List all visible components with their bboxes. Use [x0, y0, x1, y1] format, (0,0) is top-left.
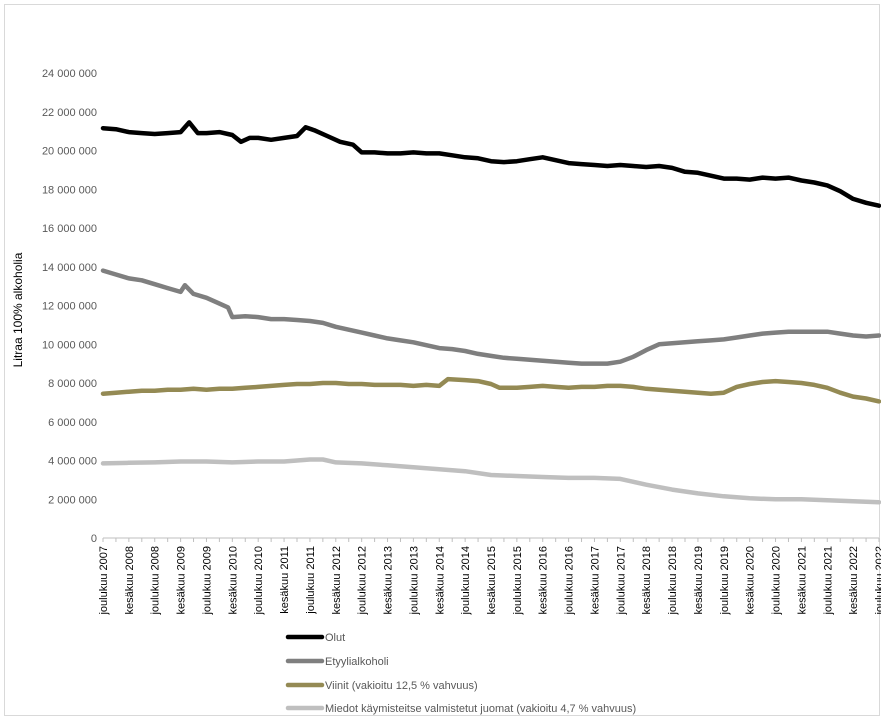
- x-tick-label: joulukuu 2016: [564, 546, 576, 616]
- legend-label: Miedot käymisteitse valmistetut juomat (…: [325, 703, 636, 715]
- x-tick-label: kesäkuu 2013: [383, 546, 395, 615]
- series-line-2: [100, 376, 882, 404]
- x-tick-label: joulukuu 2022: [874, 546, 881, 616]
- y-tick-label: 2 000 000: [48, 494, 97, 506]
- x-tick-label: kesäkuu 2008: [124, 546, 136, 615]
- x-tick-label: joulukuu 2008: [150, 546, 162, 616]
- x-tick-label: kesäkuu 2014: [434, 546, 446, 615]
- x-tick-label: joulukuu 2009: [201, 546, 213, 616]
- series-lines: [100, 120, 882, 505]
- x-tick-label: kesäkuu 2012: [331, 546, 343, 615]
- x-tick-label: joulukuu 2010: [253, 546, 265, 616]
- y-tick-label: 10 000 000: [42, 339, 97, 351]
- y-axis: 0 2 000 000 4 000 000 6 000 000 8 000 000 10 …: [42, 68, 97, 545]
- x-tick-label: joulukuu 2019: [719, 546, 731, 616]
- x-tick-label: kesäkuu 2020: [745, 546, 757, 615]
- x-axis: joulukuu 2007 kesäkuu 2008 joulukuu 2008 ke…: [98, 537, 885, 616]
- x-tick-label: kesäkuu 2011: [279, 546, 291, 614]
- x-tick-label: joulukuu 2021: [822, 546, 834, 616]
- x-tick-label: kesäkuu 2016: [538, 546, 550, 615]
- x-tick-label: joulukuu 2007: [98, 546, 110, 616]
- y-tick-label: 16 000 000: [42, 223, 97, 235]
- legend-label: Viinit (vakioitu 12,5 % vahvuus): [325, 680, 478, 692]
- y-tick-label: 12 000 000: [42, 301, 97, 313]
- series-line-1: [100, 268, 882, 366]
- y-tick-label: 14 000 000: [42, 262, 97, 274]
- y-tick-label: 24 000 000: [42, 68, 97, 80]
- y-tick-label: 4 000 000: [48, 456, 97, 468]
- x-tick-label: joulukuu 2018: [667, 546, 679, 616]
- x-tick-label: joulukuu 2011: [305, 546, 317, 615]
- x-tick-label: joulukuu 2017: [615, 546, 627, 616]
- series-line-3: [100, 457, 882, 505]
- x-tick-label: kesäkuu 2017: [589, 546, 601, 615]
- y-tick-label: 0: [91, 533, 97, 545]
- x-tick-label: joulukuu 2020: [771, 546, 783, 616]
- legend-label: Olut: [325, 632, 345, 644]
- x-tick-label: kesäkuu 2015: [486, 546, 498, 615]
- y-tick-label: 20 000 000: [42, 146, 97, 158]
- y-tick-label: 6 000 000: [48, 417, 97, 429]
- y-axis-label: Litraa 100% alkoholia: [11, 252, 25, 367]
- y-tick-label: 8 000 000: [48, 378, 97, 390]
- x-tick-label: joulukuu 2012: [357, 546, 369, 616]
- chart-frame: Litraa 100% alkoholia 0 2 000 000 4 000 00…: [4, 4, 885, 716]
- line-chart: Litraa 100% alkoholia 0 2 000 000 4 000 00…: [11, 68, 885, 715]
- x-tick-label: kesäkuu 2022: [848, 546, 860, 615]
- legend: Olut Etyylialkoholi Viinit (vakioitu 12,5 …: [285, 632, 636, 715]
- y-tick-label: 22 000 000: [42, 107, 97, 119]
- x-tick-label: kesäkuu 2009: [176, 546, 188, 615]
- x-tick-label: kesäkuu 2018: [641, 546, 653, 615]
- x-tick-label: joulukuu 2013: [408, 546, 420, 616]
- x-tick-label: kesäkuu 2010: [227, 546, 239, 615]
- series-line-0: [100, 120, 882, 208]
- legend-label: Etyylialkoholi: [325, 656, 389, 668]
- y-tick-label: 18 000 000: [42, 184, 97, 196]
- x-tick-label: joulukuu 2015: [512, 546, 524, 616]
- x-tick-label: joulukuu 2014: [460, 546, 472, 616]
- x-tick-label: kesäkuu 2019: [693, 546, 705, 615]
- x-tick-label: kesäkuu 2021: [796, 546, 808, 615]
